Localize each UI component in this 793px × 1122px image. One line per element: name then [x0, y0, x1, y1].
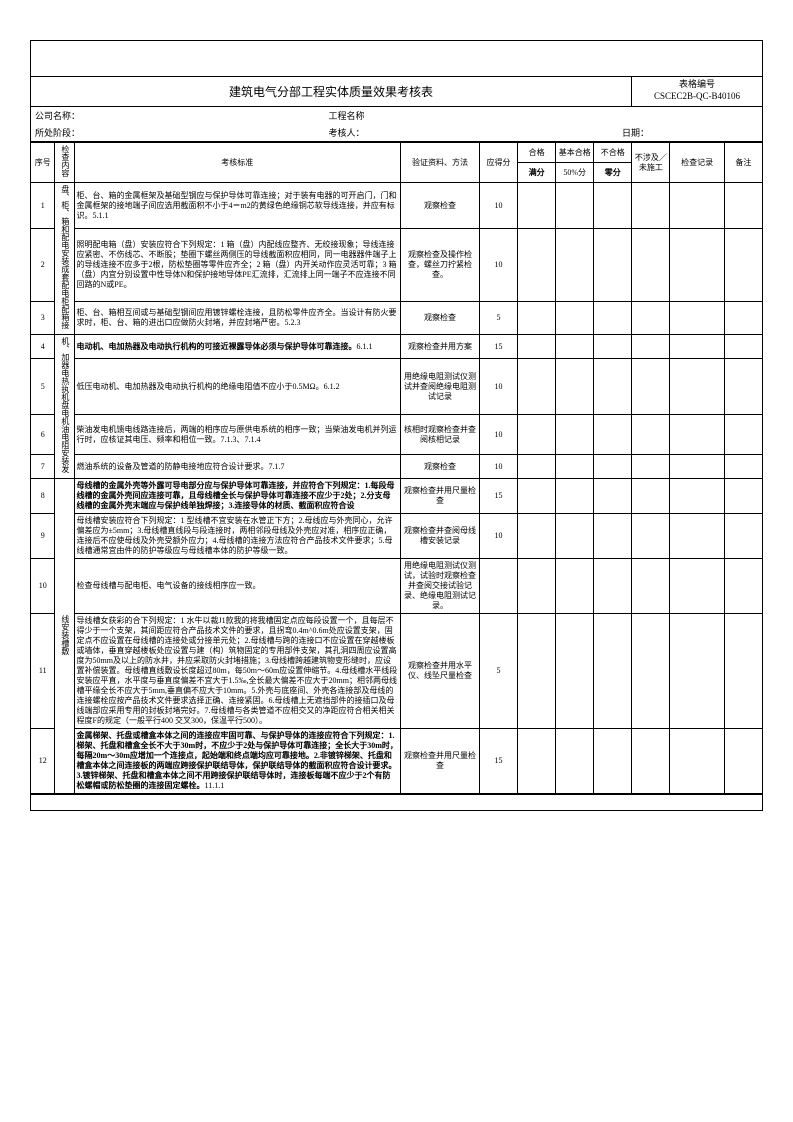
cell-idx: 3: [31, 301, 55, 334]
cell-ver: 观察检查: [401, 183, 480, 229]
cell-idx: 12: [31, 729, 55, 794]
date-label: 日期：: [622, 126, 762, 139]
form-no-cell: 表格编号 CSCEC2B-QC-B40106: [632, 77, 762, 106]
table-row: 10 检查母线槽与配电柜、电气设备的接线相序应一致。 用绝缘电阻测试仪测试，试验…: [31, 559, 763, 614]
cell-idx: 11: [31, 614, 55, 729]
cell-cat2: 机、加器电热执机盘电机油电阻安装发: [55, 335, 74, 479]
cell-std: 柜、台、箱的金属框架及基础型钢应与保护导体可靠连接；对于装有电器的可开启门，门和…: [74, 183, 401, 229]
page-title: 建筑电气分部工程实体质量效果考核表: [31, 77, 632, 106]
table-row: 8 线安装槽敷 母线槽的金属外壳等外露可导电部分应与保护导体可靠连接，并应符合下…: [31, 479, 763, 514]
cell-ver: 观察检查并查阅母线槽安装记录: [401, 514, 480, 559]
bottom-spacer: [30, 794, 763, 810]
cell-ver: 观察检查及操作检查，螺丝刀拧紧检查。: [401, 229, 480, 302]
th-category: 检查内容: [55, 143, 74, 183]
title-row: 建筑电气分部工程实体质量效果考核表 表格编号 CSCEC2B-QC-B40106: [30, 77, 763, 107]
cell-pts: 5: [479, 301, 517, 334]
th-fail: 不合格: [594, 143, 632, 163]
cell-ver: 观察检查: [401, 455, 480, 479]
table-row: 9 母线槽安装应符合下列规定：1 型线槽不宜安装在水管正下方；2.母线应与外壳同…: [31, 514, 763, 559]
cell-std: 低压电动机、电加热器及电动执行机构的绝缘电阻值不应小于0.5MΩ。6.1.2: [74, 359, 401, 415]
cell-idx: 2: [31, 229, 55, 302]
cell-idx: 1: [31, 183, 55, 229]
cell-std: 金属梯架、托盘或槽盒本体之间的连接应牢固可靠、与保护导体的连接应符合下列规定：1…: [74, 729, 401, 794]
cell-std: 燃油系统的设备及管道的防静电接地应符合设计要求。7.1.7: [74, 455, 401, 479]
cell-pts: 10: [479, 183, 517, 229]
cell-std: 母线槽的金属外壳等外露可导电部分应与保护导体可靠连接，并应符合下列规定：1.每段…: [74, 479, 401, 514]
table-row: 3 柜、台、箱相互间或与基础型钢间应用镀锌螺栓连接，且防松零件应齐全。当设计有防…: [31, 301, 763, 334]
th-half: 50%分: [556, 163, 594, 183]
th-index: 序号: [31, 143, 55, 183]
project-label: 工程名称: [329, 109, 623, 122]
stage-label: 所处阶段：: [31, 126, 329, 139]
cell-cat3: 线安装槽敷: [55, 479, 74, 794]
th-remark: 备注: [724, 143, 762, 183]
cell-ver: 观察检查并用方案: [401, 335, 480, 359]
th-points: 应得分: [479, 143, 517, 183]
cell-idx: 8: [31, 479, 55, 514]
inspector-label: 考核人：: [329, 126, 623, 139]
cell-ver: 核相时观察检查并查阅核相记录: [401, 415, 480, 455]
cell-pts: 10: [479, 415, 517, 455]
cell-pts: 15: [479, 479, 517, 514]
cell-std: 电动机、电加热器及电动执行机构的可接近裸露导体必须与保护导体可靠连接。6.1.1: [74, 335, 401, 359]
table-row: 11 导线槽女获彩的合下列规定：1 水牛以裁J1款我的将我槽固定点应每段设置一个…: [31, 614, 763, 729]
th-verify: 验证资料、方法: [401, 143, 480, 183]
cell-cat1: 盘、柜、箱和配电安装成套配电柜配箱接: [55, 183, 74, 335]
table-row: 12 金属梯架、托盘或槽盒本体之间的连接应牢固可靠、与保护导体的连接应符合下列规…: [31, 729, 763, 794]
cell-ver: 用绝缘电阻测试仪测试，试验时观察检查并查阅交接试验记录、绝缘电阻测试记录。: [401, 559, 480, 614]
meta-row-1: 公司名称： 工程名称: [30, 107, 763, 124]
th-full: 满分: [518, 163, 556, 183]
th-standard: 考核标准: [74, 143, 401, 183]
header-blank: [30, 41, 763, 77]
cell-std: 照明配电箱（盘）安装应符合下列规定：1 箱（盘）内配线应整齐、无绞接现象；导线连…: [74, 229, 401, 302]
cell-pts: 15: [479, 335, 517, 359]
main-table: 序号 检查内容 考核标准 验证资料、方法 应得分 合格 基本合格 不合格 不涉及…: [30, 142, 763, 794]
cell-idx: 9: [31, 514, 55, 559]
table-row: 5 低压电动机、电加热器及电动执行机构的绝缘电阻值不应小于0.5MΩ。6.1.2…: [31, 359, 763, 415]
table-row: 6 柴油发电机馈电线路连接后，两端的相序应与原供电系统的相序一致；当柴油发电机并…: [31, 415, 763, 455]
cell-pts: 15: [479, 729, 517, 794]
cell-idx: 4: [31, 335, 55, 359]
table-row: 1 盘、柜、箱和配电安装成套配电柜配箱接 柜、台、箱的金属框架及基础型钢应与保护…: [31, 183, 763, 229]
cell-ver: 观察检查并用水平仪、线坠尺量检查: [401, 614, 480, 729]
th-na: 不涉及／未施工: [632, 143, 670, 183]
th-zero: 零分: [594, 163, 632, 183]
cell-pts: 10: [479, 455, 517, 479]
cell-idx: 10: [31, 559, 55, 614]
th-record: 检查记录: [670, 143, 724, 183]
cell-idx: 5: [31, 359, 55, 415]
cell-std: 检查母线槽与配电柜、电气设备的接线相序应一致。: [74, 559, 401, 614]
cell-std: 导线槽女获彩的合下列规定：1 水牛以裁J1款我的将我槽固定点应每段设置一个，且每…: [74, 614, 401, 729]
cell-pts: [479, 559, 517, 614]
table-row: 7 燃油系统的设备及管道的防静电接地应符合设计要求。7.1.7 观察检查 10: [31, 455, 763, 479]
form-no-label: 表格编号: [679, 79, 715, 89]
cell-std: 柴油发电机馈电线路连接后，两端的相序应与原供电系统的相序一致；当柴油发电机并列运…: [74, 415, 401, 455]
cell-ver: 观察检查: [401, 301, 480, 334]
table-row: 4 机、加器电热执机盘电机油电阻安装发 电动机、电加热器及电动执行机构的可接近裸…: [31, 335, 763, 359]
cell-pts: 10: [479, 229, 517, 302]
meta-row-2: 所处阶段： 考核人： 日期：: [30, 124, 763, 142]
th-pass: 合格: [518, 143, 556, 163]
cell-pts: 10: [479, 359, 517, 415]
table-row: 2 照明配电箱（盘）安装应符合下列规定：1 箱（盘）内配线应整齐、无绞接现象；导…: [31, 229, 763, 302]
form-no: CSCEC2B-QC-B40106: [654, 91, 740, 101]
cell-ver: 观察检查并用尺量检查: [401, 729, 480, 794]
company-label: 公司名称：: [31, 109, 329, 122]
cell-idx: 7: [31, 455, 55, 479]
cell-std: 柜、台、箱相互间或与基础型钢间应用镀锌螺栓连接，且防松零件应齐全。当设计有防火要…: [74, 301, 401, 334]
cell-ver: 用绝缘电阻测试仪测试并查阅绝缘电阻测试记录: [401, 359, 480, 415]
cell-pts: 10: [479, 514, 517, 559]
th-basic: 基本合格: [556, 143, 594, 163]
cell-std: 母线槽安装应符合下列规定：1 型线槽不宜安装在水管正下方；2.母线应与外壳同心，…: [74, 514, 401, 559]
cell-pts: 5: [479, 614, 517, 729]
cell-ver: 观察检查并用尺量检查: [401, 479, 480, 514]
cell-idx: 6: [31, 415, 55, 455]
